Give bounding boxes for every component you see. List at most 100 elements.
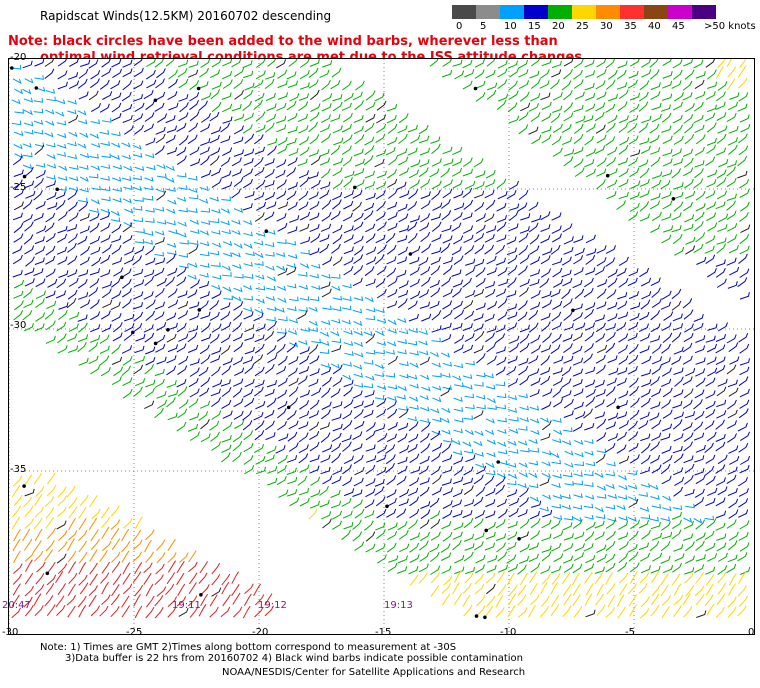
wind-barb <box>267 466 278 474</box>
wind-barb <box>605 421 616 430</box>
wind-barb <box>474 59 485 68</box>
wind-barb <box>166 187 176 192</box>
wind-barb <box>474 564 485 574</box>
wind-barb <box>22 142 32 148</box>
wind-barb <box>443 438 453 443</box>
wind-barb <box>737 585 747 597</box>
wind-barb <box>396 181 407 190</box>
wind-barb <box>12 269 23 278</box>
wind-barb <box>563 112 574 122</box>
wind-barb <box>484 373 494 379</box>
wind-barb <box>596 69 607 78</box>
wind-barb <box>91 185 101 191</box>
wind-barb <box>253 312 264 322</box>
wind-barb <box>651 113 662 123</box>
wind-barb <box>737 277 748 288</box>
wind-barb <box>321 511 332 520</box>
wind-barb <box>254 606 264 618</box>
wind-barb <box>539 506 549 512</box>
wind-barb <box>144 539 152 553</box>
wind-barb <box>376 509 387 519</box>
wind-barb <box>221 444 232 453</box>
contamination-marker <box>605 173 610 178</box>
wind-barb <box>366 256 377 265</box>
legend-swatch <box>572 5 596 19</box>
wind-barb <box>265 432 276 441</box>
wind-barb <box>156 164 166 170</box>
wind-barb <box>616 377 627 386</box>
wind-barb <box>649 335 661 343</box>
wind-barb <box>46 96 56 102</box>
wind-barb <box>638 101 649 112</box>
wind-barb <box>727 409 738 419</box>
wind-barb <box>473 441 483 447</box>
wind-barb <box>574 288 585 299</box>
wind-barb <box>465 404 475 410</box>
wind-barb <box>596 91 607 100</box>
wind-barb <box>694 488 705 498</box>
wind-barb <box>387 531 398 541</box>
wind-barb <box>421 313 432 322</box>
wind-barb <box>497 441 507 448</box>
wind-barb <box>432 372 442 378</box>
wind-barb <box>308 191 319 200</box>
wind-barb <box>594 566 605 574</box>
wind-barb <box>298 284 309 290</box>
wind-barb <box>574 531 585 540</box>
wind-barb <box>684 133 695 145</box>
wind-barb <box>662 387 673 398</box>
wind-barb <box>453 407 464 412</box>
wind-barb <box>111 245 122 255</box>
wind-barb <box>68 80 80 90</box>
wind-barb <box>288 420 299 430</box>
legend-label: 30 <box>600 21 613 32</box>
wind-barb <box>717 125 728 134</box>
wind-barb <box>596 604 606 616</box>
wind-barb <box>221 229 231 235</box>
wind-barb <box>199 230 210 236</box>
wind-barb <box>77 143 87 149</box>
wind-barb <box>453 344 464 354</box>
wind-barb <box>584 450 594 456</box>
wind-barb <box>387 136 398 146</box>
wind-barb <box>705 335 716 343</box>
wind-barb <box>694 455 705 463</box>
wind-barb <box>739 388 750 398</box>
wind-barb <box>541 134 552 144</box>
wind-barb <box>485 521 496 531</box>
wind-barb <box>704 594 714 607</box>
wind-barb <box>78 197 88 203</box>
wind-barb <box>551 503 562 509</box>
wind-barb <box>407 201 418 211</box>
wind-barb <box>671 148 682 157</box>
wind-barb <box>420 531 431 542</box>
wind-barb <box>716 542 727 552</box>
wind-barb <box>563 355 574 364</box>
wind-barb <box>684 567 695 575</box>
wind-barb <box>187 332 198 343</box>
wind-barb <box>267 354 278 364</box>
wind-barb <box>178 135 189 146</box>
wind-barb <box>552 267 563 278</box>
wind-barb <box>56 321 67 332</box>
wind-barb <box>165 165 175 172</box>
wind-barb <box>716 190 727 200</box>
wind-barb <box>67 99 77 105</box>
wind-barb <box>530 518 541 529</box>
wind-barb <box>79 213 90 222</box>
wind-barb <box>132 144 142 150</box>
wind-barb <box>375 133 386 144</box>
wind-barb <box>717 378 728 387</box>
wind-barb <box>410 290 421 300</box>
wind-barb <box>243 295 253 301</box>
wind-barb <box>430 408 440 414</box>
wind-barb <box>232 296 242 302</box>
wind-barb <box>221 573 231 586</box>
wind-barb <box>463 466 474 476</box>
wind-barb <box>462 187 473 198</box>
wind-barb <box>122 115 133 123</box>
wind-barb <box>375 424 386 432</box>
wind-barb <box>442 188 453 199</box>
wind-barb <box>244 82 255 91</box>
wind-barb <box>90 103 101 113</box>
